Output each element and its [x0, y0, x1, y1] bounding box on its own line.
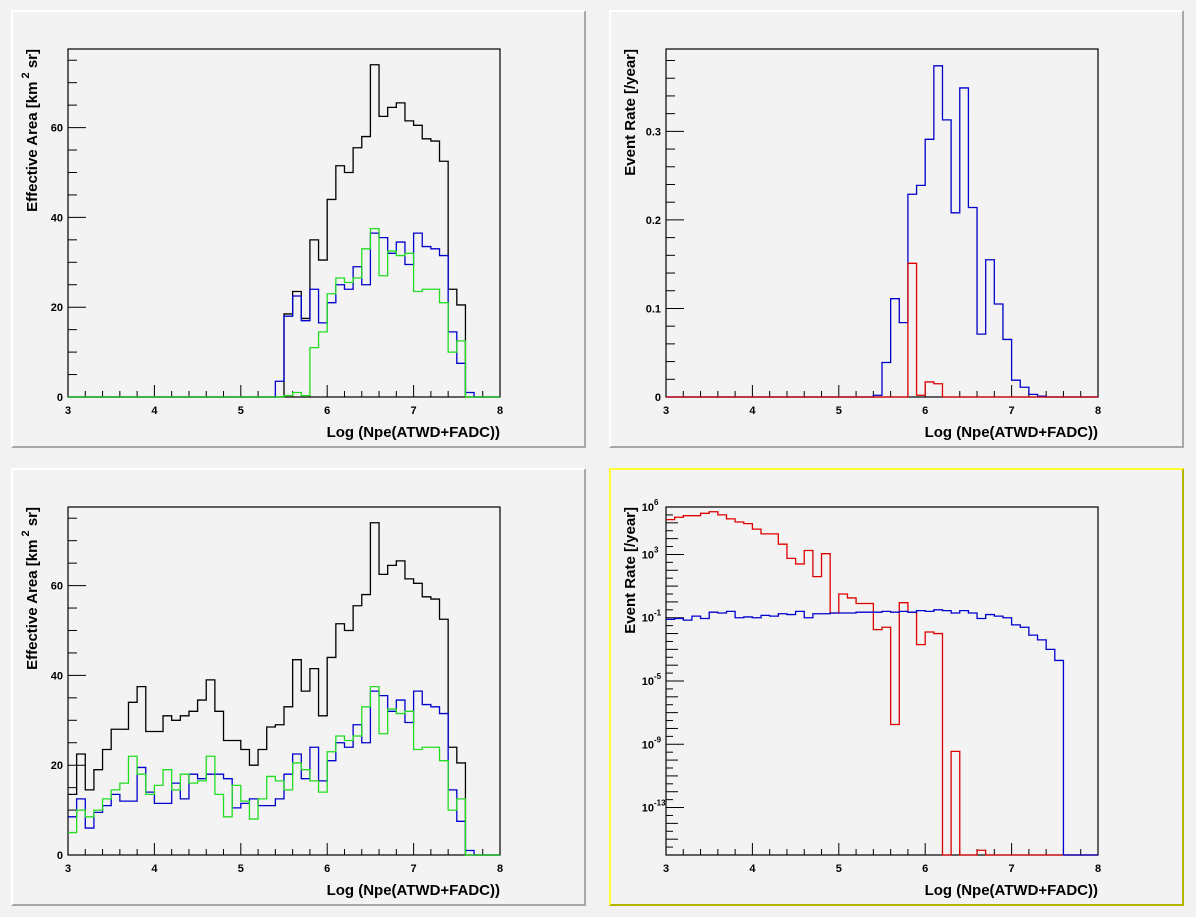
x-tick-label: 6: [324, 405, 330, 417]
y-axis-label: Effective Area [km 2 sr]: [20, 507, 41, 670]
y-tick-label: 40: [51, 212, 63, 224]
histogram-line-blue: [666, 65, 1098, 398]
x-axis: 3 4 5 6 7 8: [663, 843, 1101, 875]
series-blue: [666, 65, 1098, 398]
x-axis-label: Log (Npe(ATWD+FADC)): [925, 882, 1098, 899]
y-tick-label: 40: [51, 670, 63, 682]
x-tick-label: 8: [497, 863, 503, 875]
x-tick-label: 7: [1009, 863, 1015, 875]
x-tick-label: 4: [151, 405, 158, 417]
x-tick-label: 3: [663, 405, 669, 417]
series-red: [666, 262, 1098, 398]
x-tick-label: 7: [411, 405, 417, 417]
y-tick-exponent: -9: [654, 735, 662, 744]
series-green: [68, 685, 500, 856]
histogram-line-blue: [68, 690, 500, 856]
pad-bottom-right[interactable]: 3 4 5 6 7 8 10 6 10 3 10 -1 10 -5 10 -9 10 -13 Log (Npe(AT…: [609, 468, 1184, 906]
y-tick-label: 10: [642, 676, 654, 688]
pad-top-left[interactable]: 3 4 5 6 7 8 0 20 40 60 Log (Npe(ATWD+FADC)) Effecti…: [11, 10, 586, 448]
series-green: [68, 227, 500, 398]
y-tick-label: 0.3: [646, 126, 661, 138]
x-tick-label: 5: [238, 863, 244, 875]
y-tick-label: 10: [642, 549, 654, 561]
series-blue: [666, 609, 1098, 856]
x-tick-label: 6: [324, 863, 330, 875]
x-tick-label: 6: [922, 863, 928, 875]
y-axis-label: Event Rate [/year]: [622, 49, 639, 176]
pad-bottom-left[interactable]: 3 4 5 6 7 8 0 20 40 60 Log (Npe(ATWD+FADC)) Effecti…: [11, 468, 586, 906]
x-tick-label: 3: [65, 863, 71, 875]
chart-effective-area-linear-1: 3 4 5 6 7 8 0 20 40 60 Log (Npe(ATWD+FADC)) Effecti…: [20, 48, 503, 441]
y-tick-exponent: -5: [654, 672, 662, 681]
histogram-line-blue: [666, 609, 1098, 856]
y-tick-label: 0: [655, 392, 661, 404]
chart-event-rate-linear: 3 4 5 6 7 8 0 0.1 0.2 0.3 Log (Npe(ATWD+FADC)) Even…: [622, 48, 1101, 441]
x-tick-label: 8: [497, 405, 503, 417]
y-tick-label: 60: [51, 581, 63, 593]
y-axis: 0 20 40 60: [51, 59, 86, 404]
x-tick-label: 3: [65, 405, 71, 417]
histogram-line-red: [666, 262, 1098, 398]
y-axis: 0 20 40 60: [51, 517, 86, 862]
x-tick-label: 8: [1095, 405, 1101, 417]
histogram-line-green: [68, 227, 500, 398]
x-axis-label: Log (Npe(ATWD+FADC)): [925, 424, 1098, 441]
histogram-line-black: [68, 522, 500, 856]
y-tick-label: 10: [642, 613, 654, 625]
y-tick-label: 10: [642, 739, 654, 751]
series-black: [68, 522, 500, 856]
y-tick-label: 60: [51, 123, 63, 135]
x-tick-label: 4: [749, 405, 756, 417]
x-tick-label: 4: [749, 863, 756, 875]
y-axis-label: Event Rate [/year]: [622, 507, 639, 634]
y-tick-label: 0.1: [646, 303, 661, 315]
x-tick-label: 8: [1095, 863, 1101, 875]
x-axis-label: Log (Npe(ATWD+FADC)): [327, 424, 500, 441]
y-tick-label: 20: [51, 302, 63, 314]
x-axis-label: Log (Npe(ATWD+FADC)): [327, 882, 500, 899]
y-tick-label: 10: [642, 502, 654, 514]
x-tick-label: 5: [836, 405, 842, 417]
y-axis: 10 610 310 -110 -510 -910 -13: [642, 498, 684, 856]
y-tick-exponent: -13: [654, 799, 666, 808]
y-axis-label: Effective Area [km 2 sr]: [20, 49, 41, 212]
x-axis: 3 4 5 6 7 8: [65, 843, 503, 875]
y-axis: 0 0.1 0.2 0.3: [646, 60, 684, 404]
y-tick-label: 0: [57, 392, 63, 404]
x-tick-label: 6: [922, 405, 928, 417]
series-red: [666, 511, 1098, 856]
y-tick-exponent: 3: [654, 545, 659, 554]
histogram-line-red: [666, 511, 1098, 856]
x-tick-label: 7: [1009, 405, 1015, 417]
y-tick-exponent: -1: [654, 609, 662, 618]
pad-top-right[interactable]: 3 4 5 6 7 8 0 0.1 0.2 0.3 Log (Npe(ATWD+FADC)) Even…: [609, 10, 1184, 448]
chart-effective-area-linear-2: 3 4 5 6 7 8 0 20 40 60 Log (Npe(ATWD+FADC)) Effecti…: [20, 506, 503, 899]
x-tick-label: 5: [836, 863, 842, 875]
x-tick-label: 3: [663, 863, 669, 875]
plot-frame: [665, 506, 1099, 856]
series-blue: [68, 690, 500, 856]
y-tick-exponent: 6: [654, 498, 659, 507]
y-tick-label: 20: [51, 760, 63, 772]
plot-frame: [665, 48, 1099, 398]
y-tick-label: 0: [57, 850, 63, 862]
x-tick-label: 5: [238, 405, 244, 417]
y-tick-label: 10: [642, 803, 654, 815]
plot-frame: [67, 506, 501, 856]
histogram-line-green: [68, 685, 500, 856]
y-tick-label: 0.2: [646, 215, 661, 227]
x-tick-label: 4: [151, 863, 158, 875]
x-tick-label: 7: [411, 863, 417, 875]
